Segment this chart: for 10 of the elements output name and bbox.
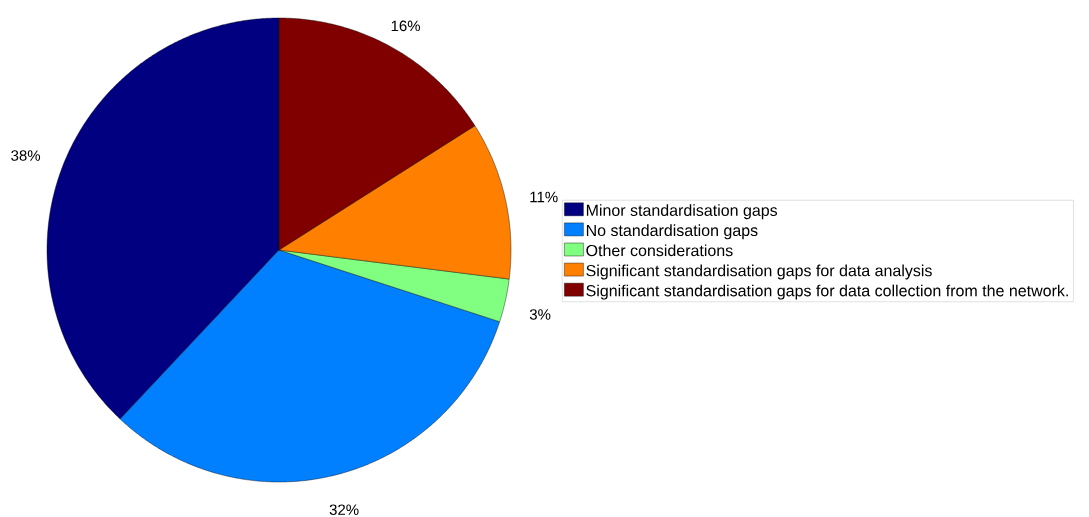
data-label: 11% bbox=[530, 191, 558, 203]
data-label: 3% bbox=[529, 309, 551, 320]
legend-label: Minor standardisation gaps bbox=[586, 204, 778, 220]
legend-label: No standardisation gaps bbox=[586, 224, 758, 240]
legend-label: Significant standardisation gaps for data analysis bbox=[586, 264, 932, 280]
data-label: 32% bbox=[329, 504, 359, 515]
legend-label: Significant standardisation gaps for data collection from the network. bbox=[586, 284, 1068, 300]
data-label: 16% bbox=[391, 20, 421, 32]
data-label: 38% bbox=[11, 150, 41, 161]
legend-label: Other considerations bbox=[586, 244, 733, 257]
